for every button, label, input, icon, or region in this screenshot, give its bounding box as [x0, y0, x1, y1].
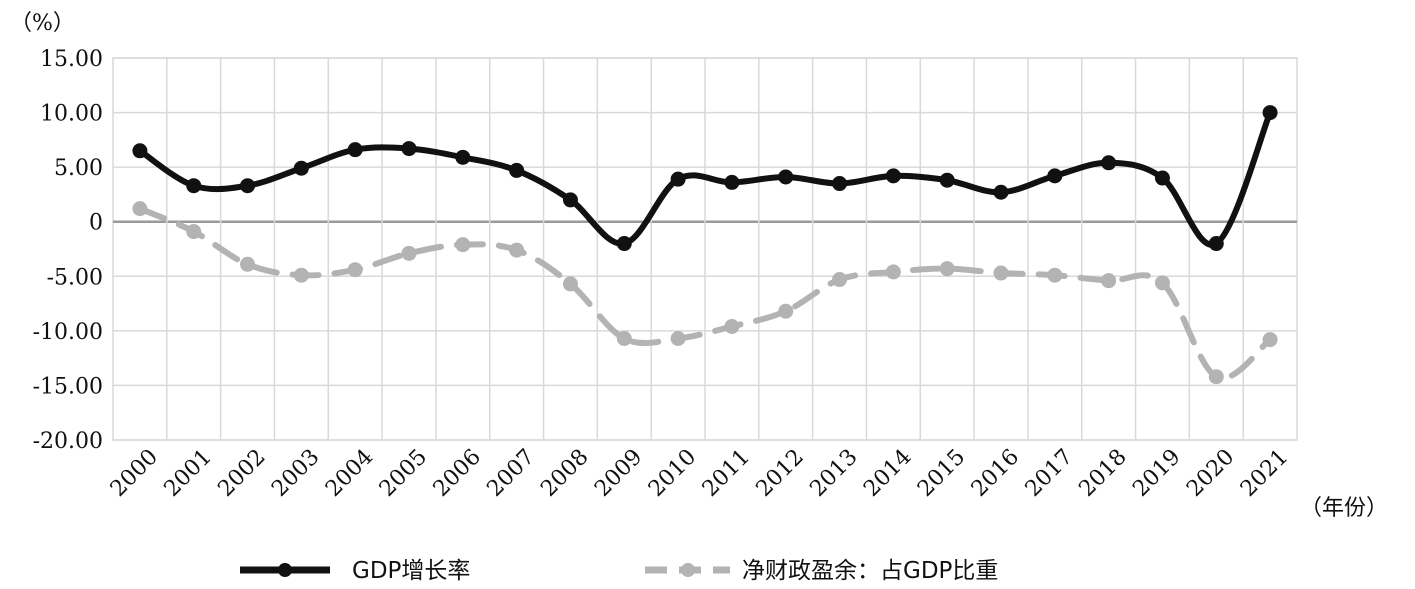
- data-point-fiscal-surplus: [509, 242, 525, 258]
- x-tick-label: 2004: [321, 445, 378, 502]
- data-point-gdp-growth: [670, 171, 686, 187]
- x-tick-label: 2015: [913, 445, 970, 502]
- x-tick-label: 2017: [1021, 445, 1078, 502]
- x-tick-label: 2014: [859, 445, 916, 502]
- x-axis-unit: （年份）: [1300, 496, 1388, 521]
- x-tick-label: 2001: [160, 445, 217, 502]
- data-point-fiscal-surplus: [293, 267, 309, 283]
- data-point-fiscal-surplus: [939, 261, 955, 277]
- data-point-fiscal-surplus: [616, 330, 632, 346]
- x-tick-label: 2016: [967, 445, 1024, 502]
- x-tick-label: 2008: [536, 445, 593, 502]
- x-tick-label: 2020: [1182, 445, 1239, 502]
- data-point-fiscal-surplus: [724, 318, 740, 334]
- data-point-gdp-growth: [1154, 170, 1170, 186]
- y-tick-label: -10.00: [33, 320, 103, 345]
- data-point-fiscal-surplus: [778, 303, 794, 319]
- x-tick-label: 2011: [698, 445, 755, 502]
- y-tick-label: -5.00: [47, 265, 103, 290]
- x-tick-label: 2000: [106, 445, 163, 502]
- y-tick-label: 15.00: [40, 47, 103, 72]
- x-tick-label: 2002: [213, 445, 270, 502]
- data-point-fiscal-surplus: [832, 272, 848, 288]
- y-tick-label: 0: [89, 211, 103, 236]
- data-point-fiscal-surplus: [240, 256, 256, 272]
- x-tick-label: 2013: [805, 445, 862, 502]
- data-point-fiscal-surplus: [562, 276, 578, 292]
- data-point-gdp-growth: [832, 176, 848, 192]
- data-point-gdp-growth: [347, 142, 363, 158]
- legend-item-gdp-growth: GDP增长率: [240, 558, 470, 584]
- data-point-gdp-growth: [240, 178, 256, 194]
- data-point-fiscal-surplus: [186, 224, 202, 240]
- x-tick-label: 2018: [1075, 445, 1132, 502]
- x-tick-label: 2021: [1236, 445, 1293, 502]
- y-axis-unit: （%）: [10, 11, 75, 36]
- legend-label-fiscal-surplus: 净财政盈余：占GDP比重: [742, 558, 998, 584]
- data-point-gdp-growth: [401, 141, 417, 157]
- x-tick-label: 2006: [429, 445, 486, 502]
- series-lines: [132, 105, 1278, 385]
- data-point-gdp-growth: [939, 172, 955, 188]
- y-tick-label: -15.00: [33, 374, 103, 399]
- x-tick-label: 2005: [375, 445, 432, 502]
- y-tick-labels: 15.00 10.00 5.00 0 -5.00 -10.00 -15.00 -20.00: [33, 47, 103, 454]
- data-point-gdp-growth: [993, 184, 1009, 200]
- data-point-gdp-growth: [562, 192, 578, 208]
- data-point-gdp-growth: [132, 143, 148, 159]
- data-point-gdp-growth: [724, 174, 740, 190]
- x-tick-labels: 2000200120022003200420052006200720082009…: [106, 445, 1293, 502]
- gridlines: [112, 57, 1298, 441]
- data-point-fiscal-surplus: [347, 262, 363, 278]
- y-tick-label: 5.00: [54, 156, 103, 181]
- x-tick-label: 2019: [1128, 445, 1185, 502]
- data-point-gdp-growth: [778, 169, 794, 185]
- data-point-gdp-growth: [455, 149, 471, 165]
- data-point-fiscal-surplus: [1262, 332, 1278, 348]
- legend-label-gdp-growth: GDP增长率: [352, 558, 470, 584]
- x-tick-label: 2003: [267, 445, 324, 502]
- data-point-gdp-growth: [1208, 236, 1224, 252]
- legend-marker-gdp-growth: [278, 563, 292, 577]
- legend: GDP增长率 净财政盈余：占GDP比重: [240, 558, 998, 584]
- data-point-fiscal-surplus: [670, 330, 686, 346]
- x-tick-label: 2007: [483, 445, 540, 502]
- y-tick-label: -20.00: [33, 429, 103, 454]
- data-point-gdp-growth: [1101, 155, 1117, 171]
- data-point-fiscal-surplus: [455, 237, 471, 253]
- data-point-fiscal-surplus: [993, 265, 1009, 281]
- data-point-gdp-growth: [509, 162, 525, 178]
- data-point-gdp-growth: [186, 178, 202, 194]
- x-tick-label: 2009: [590, 445, 647, 502]
- legend-marker-fiscal-surplus: [681, 563, 695, 577]
- y-tick-label: 10.00: [40, 102, 103, 127]
- legend-item-fiscal-surplus: 净财政盈余：占GDP比重: [645, 558, 998, 584]
- data-point-fiscal-surplus: [1101, 273, 1117, 289]
- data-point-gdp-growth: [293, 160, 309, 176]
- data-point-fiscal-surplus: [401, 245, 417, 261]
- data-point-fiscal-surplus: [1208, 369, 1224, 385]
- data-point-fiscal-surplus: [1154, 275, 1170, 291]
- data-point-gdp-growth: [616, 236, 632, 252]
- x-tick-label: 2010: [644, 445, 701, 502]
- data-point-fiscal-surplus: [132, 201, 148, 217]
- data-point-gdp-growth: [1047, 168, 1063, 184]
- data-point-fiscal-surplus: [1047, 267, 1063, 283]
- x-tick-label: 2012: [752, 445, 809, 502]
- data-point-fiscal-surplus: [885, 264, 901, 280]
- data-point-gdp-growth: [1262, 105, 1278, 121]
- data-point-gdp-growth: [885, 168, 901, 184]
